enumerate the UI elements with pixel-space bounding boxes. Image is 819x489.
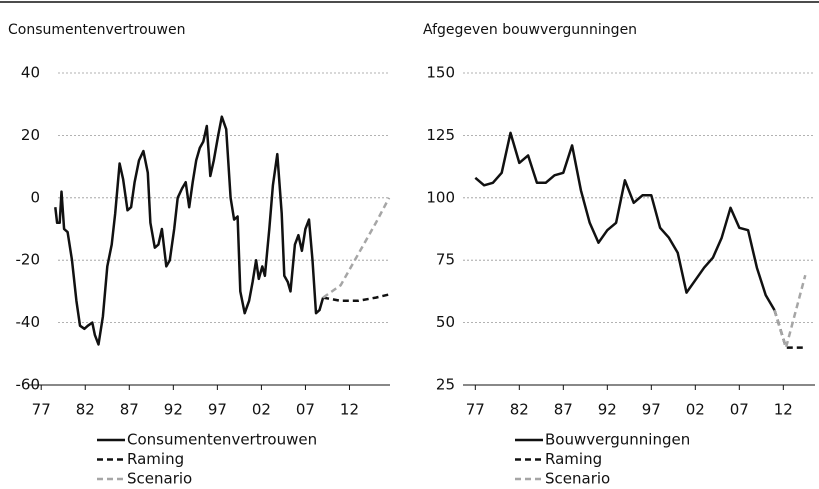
x-tick-label: 02 xyxy=(252,401,271,419)
x-tick-label: 77 xyxy=(466,401,485,419)
legend-label: Raming xyxy=(127,450,184,468)
x-tick-label: 12 xyxy=(774,401,793,419)
y-tick-label: -20 xyxy=(16,251,41,269)
y-tick-label: 75 xyxy=(436,251,455,269)
legend-label: Raming xyxy=(545,450,602,468)
x-tick-label: 97 xyxy=(642,401,661,419)
x-tick-label: 77 xyxy=(32,401,51,419)
y-tick-label: 50 xyxy=(436,313,455,331)
y-tick-label: 100 xyxy=(426,188,455,206)
x-tick-label: 97 xyxy=(208,401,227,419)
y-tick-label: -60 xyxy=(16,376,41,394)
legend-label: Scenario xyxy=(545,470,610,488)
series-line xyxy=(322,293,390,303)
chart-title: Afgegeven bouwvergunningen xyxy=(423,22,637,38)
y-tick-label: 20 xyxy=(21,126,40,144)
x-tick-label: 92 xyxy=(598,401,617,419)
series-line xyxy=(322,197,391,299)
series-line xyxy=(54,115,325,346)
y-tick-label: 40 xyxy=(21,64,40,82)
x-tick-label: 87 xyxy=(554,401,573,419)
x-tick-label: 07 xyxy=(296,401,315,419)
y-tick-label: 150 xyxy=(426,64,455,82)
x-tick-label: 07 xyxy=(730,401,749,419)
series-line xyxy=(474,131,776,311)
y-tick-label: 25 xyxy=(436,376,455,394)
x-tick-label: 82 xyxy=(76,401,95,419)
legend-label: Consumentenvertrouwen xyxy=(127,431,317,449)
x-tick-label: 02 xyxy=(686,401,705,419)
x-tick-label: 12 xyxy=(340,401,359,419)
y-tick-label: 125 xyxy=(426,126,455,144)
legend-label: Bouwvergunningen xyxy=(545,431,690,449)
y-tick-label: 0 xyxy=(30,188,40,206)
legend-label: Scenario xyxy=(127,470,192,488)
x-tick-label: 92 xyxy=(164,401,183,419)
x-tick-label: 82 xyxy=(510,401,529,419)
chart-title: Consumentenvertrouwen xyxy=(8,22,185,38)
series-line xyxy=(773,274,807,349)
series-line xyxy=(773,309,806,349)
y-tick-label: -40 xyxy=(16,313,41,331)
x-tick-label: 87 xyxy=(120,401,139,419)
